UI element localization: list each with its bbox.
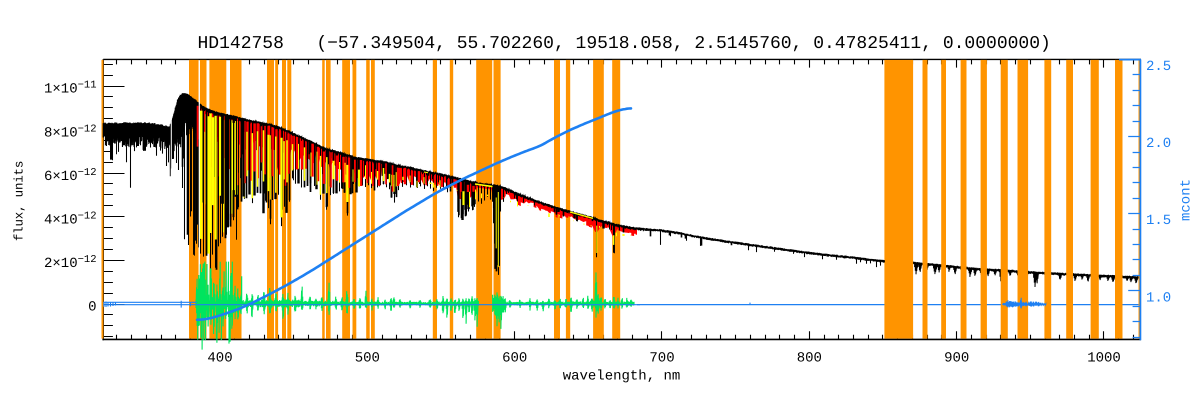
svg-text:mcont: mcont: [1179, 179, 1195, 221]
svg-text:HD142758 (−57.349504, 55.702: HD142758 (−57.349504, 55.702260, 19518.0…: [198, 34, 1051, 54]
svg-text:1000: 1000: [1087, 351, 1121, 367]
svg-text:800: 800: [797, 351, 822, 367]
svg-text:2.0: 2.0: [1146, 136, 1171, 152]
svg-text:0: 0: [88, 300, 96, 316]
svg-text:wavelength, nm: wavelength, nm: [563, 369, 681, 385]
svg-text:1.5: 1.5: [1146, 213, 1171, 229]
svg-text:900: 900: [944, 351, 969, 367]
svg-text:400: 400: [207, 351, 232, 367]
svg-text:2.5: 2.5: [1146, 59, 1171, 75]
svg-text:1.0: 1.0: [1146, 290, 1171, 306]
svg-text:flux, units: flux, units: [13, 161, 27, 241]
svg-text:700: 700: [649, 351, 674, 367]
svg-text:600: 600: [502, 351, 527, 367]
svg-text:500: 500: [355, 351, 380, 367]
